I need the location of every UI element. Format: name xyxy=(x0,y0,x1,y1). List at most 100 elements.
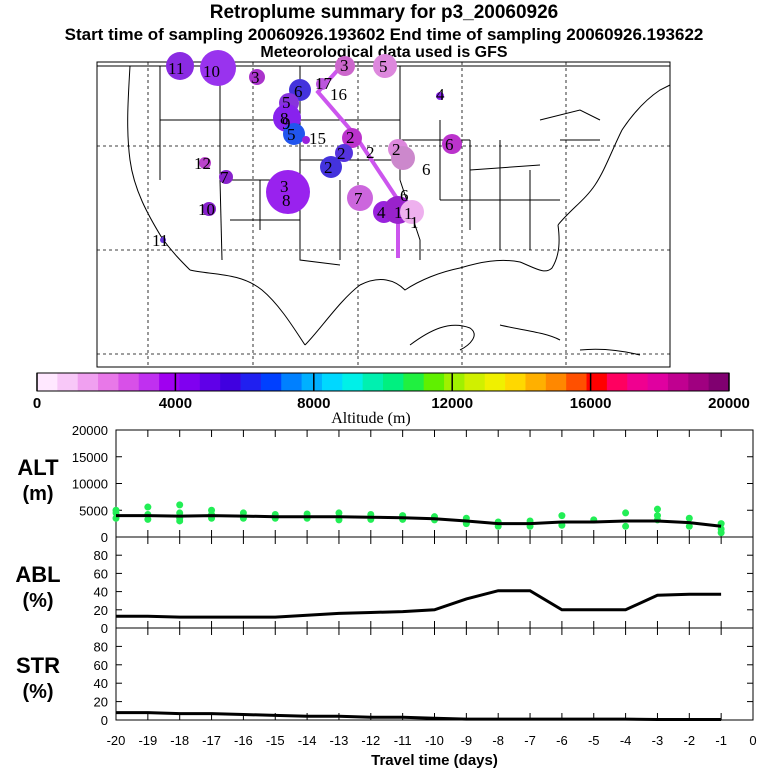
map-label: 2 xyxy=(346,128,355,147)
x-tick-label: 0 xyxy=(749,733,756,748)
altitude-colorbar: 0 4000 8000 12000 16000 20000 Altitude (m) xyxy=(33,372,750,427)
map-label: 8 xyxy=(280,109,289,128)
scatter-point xyxy=(717,529,725,537)
x-tick-label: -7 xyxy=(524,733,536,748)
x-tick-label: -15 xyxy=(266,733,285,748)
x-tick-label: -16 xyxy=(234,733,253,748)
panel-frame xyxy=(115,627,754,721)
y-tick-label: 20 xyxy=(94,695,108,710)
panel-unit: (%) xyxy=(22,590,53,612)
map-label: 2 xyxy=(337,144,346,163)
x-tick-label: -13 xyxy=(330,733,349,748)
colorbar-tick-label: 8000 xyxy=(297,395,330,412)
panel-label: ABL xyxy=(15,562,60,587)
colorbar-tick-label: 0 xyxy=(33,395,41,412)
colorbar-swatch xyxy=(77,373,99,391)
map-label: 5 xyxy=(282,93,291,112)
x-tick-label: -12 xyxy=(361,733,380,748)
y-tick-label: 0 xyxy=(101,713,108,728)
colorbar-tick-label: 16000 xyxy=(570,395,612,412)
map-label: 8 xyxy=(282,191,291,210)
y-tick-label: 60 xyxy=(94,658,108,673)
colorbar-swatch xyxy=(627,373,649,391)
retroplume-map: 11 10 3 3 5 6 17 16 5 8 9 5 15 2 2 2 2 6… xyxy=(96,50,671,368)
colorbar-swatch xyxy=(199,373,221,391)
colorbar-swatch xyxy=(708,373,730,391)
colorbar-tick-label: 20000 xyxy=(708,395,750,412)
x-tick-label: -4 xyxy=(620,733,632,748)
scatter-point xyxy=(653,505,661,513)
panel-unit: (m) xyxy=(22,483,53,505)
y-tick-label: 40 xyxy=(94,585,108,600)
x-tick-label: -8 xyxy=(492,733,504,748)
x-tick-label: -6 xyxy=(556,733,568,748)
map-label: 3 xyxy=(340,56,349,75)
y-tick-label: 20000 xyxy=(72,423,108,438)
x-tick-label: -1 xyxy=(715,733,727,748)
map-label: 1 xyxy=(394,203,403,222)
map-label: 10 xyxy=(203,62,220,81)
map-label: 15 xyxy=(309,129,326,148)
colorbar-swatch xyxy=(444,373,465,391)
colorbar-swatch xyxy=(362,373,384,391)
colorbar-swatch xyxy=(138,373,160,391)
x-tick-label: -20 xyxy=(107,733,126,748)
colorbar-swatch xyxy=(525,373,547,391)
map-label: 12 xyxy=(194,154,211,173)
x-tick-label: -11 xyxy=(394,733,412,748)
series-line xyxy=(116,589,722,619)
y-tick-label: 80 xyxy=(94,548,108,563)
map-label: 6 xyxy=(400,186,409,205)
scatter-point xyxy=(685,522,693,530)
colorbar-swatch xyxy=(606,373,628,391)
colorbar-swatch xyxy=(179,373,201,391)
y-tick-label: 20 xyxy=(94,603,108,618)
panel-abl: 0 20 40 60 80 ABL (%) xyxy=(15,536,754,636)
map-label: 7 xyxy=(220,168,229,187)
series-line xyxy=(116,514,722,528)
colorbar-swatch xyxy=(98,373,119,391)
scatter-point xyxy=(622,509,630,517)
sampling-times: Start time of sampling 20060926.193602 E… xyxy=(64,25,704,44)
colorbar-swatch xyxy=(464,373,486,391)
scatter-point xyxy=(144,515,152,523)
x-axis-label: Travel time (days) xyxy=(371,752,498,768)
colorbar-swatch xyxy=(220,373,242,391)
x-tick-label: -3 xyxy=(652,733,664,748)
map-label: 4 xyxy=(436,85,445,104)
map-label: 11 xyxy=(152,231,168,250)
scatter-point xyxy=(176,501,184,509)
map-label: 2 xyxy=(392,140,401,159)
panel-label: STR xyxy=(16,653,60,678)
map-label: 2 xyxy=(324,158,333,177)
x-tick-label: -17 xyxy=(202,733,221,748)
scatter-point xyxy=(558,512,566,520)
y-tick-label: 40 xyxy=(94,676,108,691)
colorbar-swatch xyxy=(545,373,567,391)
x-tick-label: -2 xyxy=(684,733,696,748)
colorbar-label: Altitude (m) xyxy=(331,410,411,427)
panel-alt: 0 5000 10000 15000 20000 ALT (m) xyxy=(17,423,754,545)
panel-frame xyxy=(115,536,754,629)
colorbar-tick-label: 4000 xyxy=(159,395,192,412)
colorbar-swatch xyxy=(281,373,303,391)
map-label: 3 xyxy=(251,68,260,87)
colorbar-swatch xyxy=(505,373,526,391)
colorbar-swatch xyxy=(240,373,262,391)
map-label: 6 xyxy=(294,82,303,101)
y-tick-label: 80 xyxy=(94,639,108,654)
panel-str: 0 20 40 60 80 STR (%) xyxy=(16,627,754,728)
map-label: 5 xyxy=(287,125,296,144)
colorbar-swatch xyxy=(647,373,669,391)
map-label: 17 xyxy=(315,74,333,93)
x-tick-label: -9 xyxy=(461,733,473,748)
colorbar-swatch xyxy=(118,373,140,391)
colorbar-swatch xyxy=(383,373,404,391)
map-label: 6 xyxy=(422,160,431,179)
panel-label: ALT xyxy=(17,455,59,480)
scatter-point xyxy=(685,514,693,522)
x-tick-label: -14 xyxy=(298,733,317,748)
y-tick-label: 0 xyxy=(101,621,108,636)
map-label: 11 xyxy=(168,59,184,78)
